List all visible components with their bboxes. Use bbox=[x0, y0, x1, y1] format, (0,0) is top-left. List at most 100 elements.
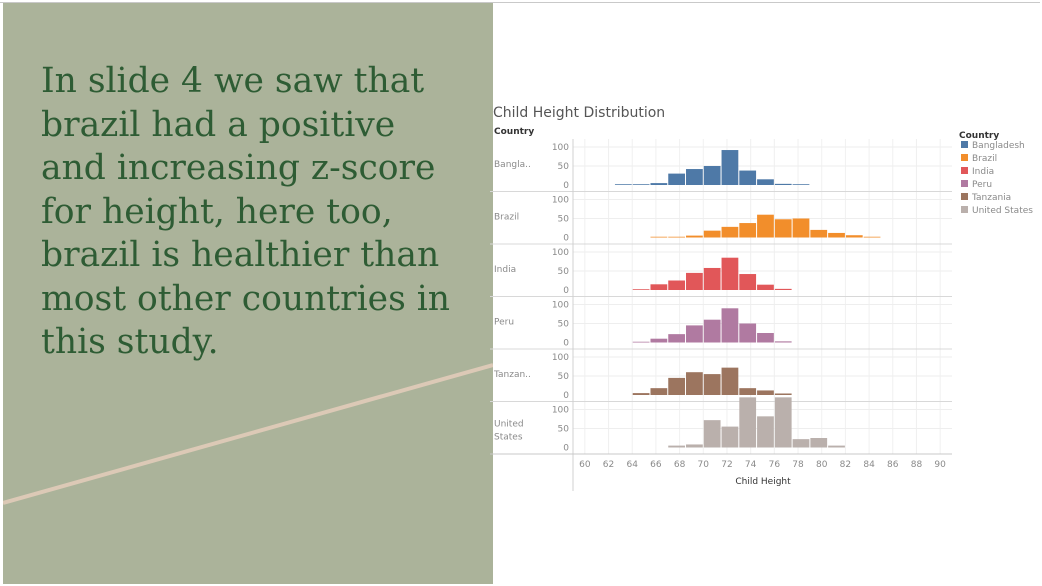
legend-entry: Brazil bbox=[972, 154, 997, 164]
row-label: Peru bbox=[494, 318, 514, 328]
legend-entry: United States bbox=[972, 206, 1033, 216]
histogram-bar bbox=[632, 289, 650, 290]
legend: Country Bangladesh Brazil India Peru Tanzani… bbox=[959, 131, 1033, 216]
diagonal-stroke bbox=[3, 363, 493, 505]
histogram-chart: Child Height Distribution Country 0 50 100… bbox=[490, 105, 1033, 491]
histogram-bar bbox=[614, 184, 632, 185]
histogram-bar bbox=[650, 284, 668, 290]
row-header: Country bbox=[494, 127, 534, 137]
chart-title: Child Height Distribution bbox=[493, 105, 665, 121]
histogram-bar bbox=[757, 390, 774, 395]
histogram-bar bbox=[828, 232, 845, 238]
y-tick-label: 100 bbox=[552, 353, 569, 363]
histogram-bar bbox=[650, 183, 668, 185]
y-tick-label: 0 bbox=[563, 391, 569, 401]
histogram-bar bbox=[774, 341, 792, 343]
y-tick-label: 0 bbox=[563, 234, 569, 244]
histogram-bar bbox=[774, 219, 792, 238]
x-tick-label: 82 bbox=[840, 460, 851, 470]
x-tick-label: 76 bbox=[769, 460, 781, 470]
histogram-bar bbox=[686, 372, 703, 395]
histogram-bar bbox=[686, 272, 703, 290]
histogram-bar bbox=[668, 280, 686, 290]
histogram-bar bbox=[739, 323, 757, 343]
histogram-bar bbox=[632, 341, 650, 343]
row-label: Brazil bbox=[494, 213, 519, 223]
slide-body-text: In slide 4 we saw that brazil had a posi… bbox=[41, 61, 451, 362]
x-tick-label: 74 bbox=[745, 460, 757, 470]
histogram-bar bbox=[739, 388, 757, 395]
histogram-bar bbox=[810, 229, 828, 238]
histogram-bar bbox=[703, 166, 721, 185]
histogram-bar bbox=[632, 184, 650, 185]
histogram-bar bbox=[828, 445, 845, 448]
decorative-diagonal-line bbox=[3, 363, 493, 505]
histogram-bar bbox=[792, 218, 810, 238]
histogram-bar bbox=[721, 150, 739, 185]
histogram-bar bbox=[757, 214, 774, 238]
x-tick-label: 88 bbox=[911, 460, 923, 470]
histogram-bar bbox=[845, 235, 863, 238]
histogram-bar bbox=[650, 388, 668, 395]
histogram-bar bbox=[668, 445, 686, 448]
legend-swatch bbox=[961, 167, 968, 174]
legend-entry: Peru bbox=[972, 180, 992, 190]
histogram-bar bbox=[686, 169, 703, 185]
x-tick-label: 78 bbox=[792, 460, 804, 470]
x-axis-title: Child Height bbox=[735, 477, 791, 487]
histogram-bar bbox=[792, 184, 810, 185]
histogram-bar bbox=[668, 236, 686, 238]
histogram-bar bbox=[774, 183, 792, 185]
row-label-line: States bbox=[494, 433, 523, 443]
row-label: Tanzan.. bbox=[493, 370, 531, 380]
x-tick-label: 60 bbox=[579, 460, 591, 470]
y-tick-label: 0 bbox=[563, 339, 569, 349]
legend-swatch bbox=[961, 206, 968, 213]
y-tick-label: 100 bbox=[552, 248, 569, 258]
histogram-bar bbox=[668, 377, 686, 395]
legend-entry: India bbox=[972, 167, 994, 177]
histogram-bar bbox=[721, 226, 739, 238]
histogram-bar bbox=[703, 230, 721, 238]
histogram-bar bbox=[810, 438, 828, 448]
x-tick-label: 86 bbox=[887, 460, 899, 470]
histogram-bar bbox=[721, 367, 739, 395]
histogram-bar bbox=[774, 397, 792, 448]
row-label: India bbox=[494, 265, 516, 275]
text-panel: In slide 4 we saw that brazil had a posi… bbox=[3, 3, 493, 584]
histogram-bar bbox=[774, 393, 792, 395]
histogram-bar bbox=[668, 334, 686, 343]
y-tick-label: 50 bbox=[558, 372, 570, 382]
plot-area: 0 50 100 Bangla.. 0 50 100 Brazil 0 50 100 India 0 50… bbox=[490, 139, 952, 491]
histogram-bar bbox=[863, 236, 881, 238]
histogram-bar bbox=[739, 170, 757, 185]
histogram-bar bbox=[757, 284, 774, 290]
x-tick-label: 68 bbox=[674, 460, 686, 470]
y-tick-label: 0 bbox=[563, 444, 569, 454]
x-tick-label: 90 bbox=[934, 460, 946, 470]
y-tick-label: 0 bbox=[563, 286, 569, 296]
y-tick-label: 100 bbox=[552, 406, 569, 416]
legend-swatch bbox=[961, 180, 968, 187]
histogram-bar bbox=[703, 374, 721, 395]
y-tick-label: 50 bbox=[558, 267, 570, 277]
histogram-bar bbox=[774, 288, 792, 290]
histogram-bar bbox=[703, 420, 721, 448]
histogram-bar bbox=[686, 444, 703, 448]
histogram-bar bbox=[721, 426, 739, 448]
histogram-bar bbox=[721, 257, 739, 290]
row-label-line: United bbox=[494, 420, 524, 430]
histogram-bar bbox=[686, 235, 703, 238]
x-tick-label: 72 bbox=[721, 460, 732, 470]
row-label: Bangla.. bbox=[494, 160, 531, 170]
y-tick-label: 100 bbox=[552, 143, 569, 153]
y-tick-label: 50 bbox=[558, 425, 570, 435]
y-tick-label: 100 bbox=[552, 196, 569, 206]
y-tick-label: 50 bbox=[558, 320, 570, 330]
histogram-bar bbox=[721, 308, 739, 343]
x-tick-label: 70 bbox=[698, 460, 710, 470]
y-tick-label: 100 bbox=[552, 301, 569, 311]
histogram-bar bbox=[632, 393, 650, 395]
histogram-bar bbox=[739, 274, 757, 290]
